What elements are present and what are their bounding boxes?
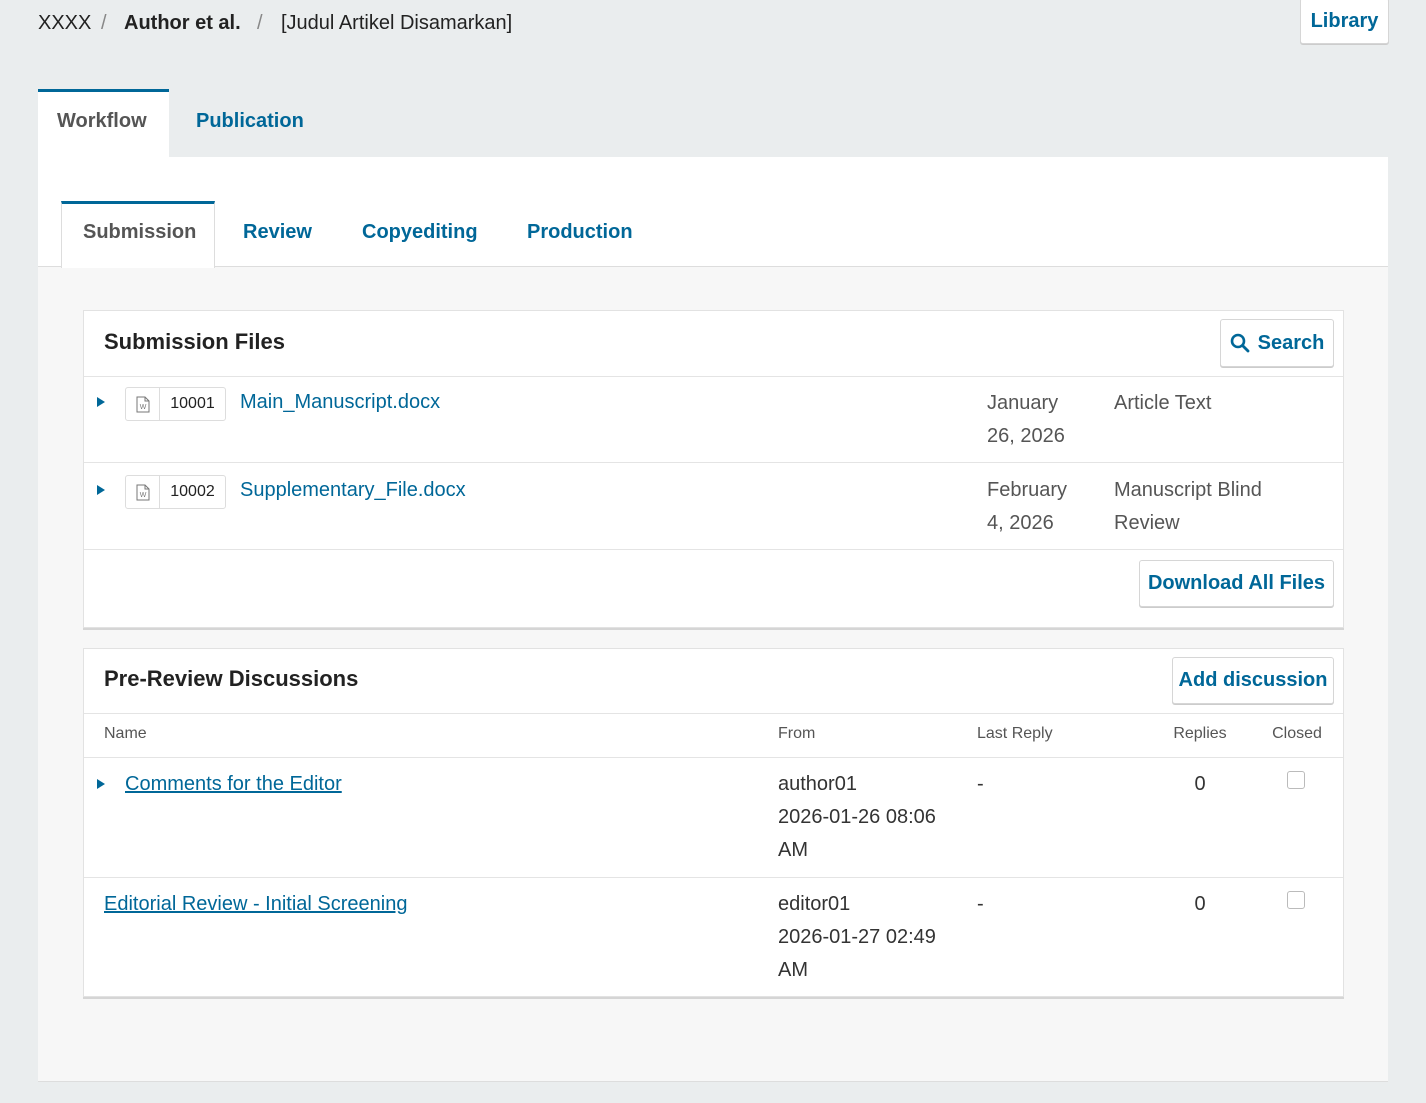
replies: 0 xyxy=(1194,893,1206,915)
active-subtab-bg xyxy=(61,201,215,268)
column-header: Replies xyxy=(1173,725,1227,742)
discussion-link[interactable]: Comments for the Editor xyxy=(125,773,342,795)
divider xyxy=(84,757,1343,758)
breadcrumb-link[interactable]: XXXX xyxy=(38,12,92,34)
file-type: Manuscript Blind Review xyxy=(1114,479,1262,534)
download-all-button[interactable]: Download All Files xyxy=(1139,560,1334,607)
column-header: Last Reply xyxy=(977,725,1053,742)
file-id-box: W 10001 xyxy=(125,387,226,421)
discussion-link[interactable]: Editorial Review - Initial Screening xyxy=(104,893,408,915)
last-reply: - xyxy=(977,893,984,915)
file-id: 10001 xyxy=(170,395,215,412)
discussion-from: author01 xyxy=(778,773,857,795)
expand-toggle[interactable] xyxy=(97,485,105,495)
column-header: Closed xyxy=(1272,725,1322,742)
card-title: Pre-Review Discussions xyxy=(104,666,359,691)
discussion-date: 2026-01-27 02:49 AM xyxy=(778,926,936,981)
divider xyxy=(84,462,1343,463)
search-button[interactable]: Search xyxy=(1220,319,1334,367)
subtab[interactable]: Submission xyxy=(83,221,197,243)
last-reply: - xyxy=(977,773,984,795)
file-icon: W xyxy=(126,476,160,508)
breadcrumb-link[interactable]: Author et al. xyxy=(124,12,241,34)
search-label: Search xyxy=(1257,331,1325,354)
subtab[interactable]: Production xyxy=(527,221,633,243)
replies: 0 xyxy=(1194,773,1206,795)
svg-text:W: W xyxy=(139,404,146,411)
expand-toggle[interactable] xyxy=(97,397,105,407)
file-id-box: W 10002 xyxy=(125,475,226,509)
expand-toggle[interactable] xyxy=(97,779,105,789)
file-icon: W xyxy=(126,388,160,420)
doc-icon: W xyxy=(136,396,149,412)
subtab[interactable]: Copyediting xyxy=(362,221,478,243)
divider xyxy=(84,713,1343,714)
search-icon xyxy=(1230,333,1250,353)
breadcrumb-current: [Judul Artikel Disamarkan] xyxy=(281,12,513,34)
divider xyxy=(84,877,1343,878)
tab[interactable]: Workflow xyxy=(57,110,147,132)
files-card xyxy=(83,310,1344,628)
column-header: From xyxy=(778,725,816,742)
add-discussion-button[interactable]: Add discussion xyxy=(1172,657,1334,704)
closed-checkbox[interactable] xyxy=(1287,891,1305,909)
column-header: Name xyxy=(104,725,147,742)
file-type: Article Text xyxy=(1114,392,1212,414)
discussion-date: 2026-01-26 08:06 AM xyxy=(778,806,936,861)
doc-icon: W xyxy=(136,484,149,500)
subtab[interactable]: Review xyxy=(243,221,312,243)
active-tab-bg xyxy=(38,89,169,158)
library-button[interactable]: Library xyxy=(1300,0,1389,44)
discussions-card xyxy=(83,648,1344,997)
closed-checkbox[interactable] xyxy=(1287,771,1305,789)
divider xyxy=(84,376,1343,377)
file-id: 10002 xyxy=(170,483,215,500)
file-link[interactable]: Supplementary_File.docx xyxy=(240,479,466,501)
file-link[interactable]: Main_Manuscript.docx xyxy=(240,391,441,413)
breadcrumb-separator: / xyxy=(101,12,107,34)
tab[interactable]: Publication xyxy=(196,110,304,132)
card-title: Submission Files xyxy=(104,329,285,354)
file-date: February 4, 2026 xyxy=(987,479,1068,534)
svg-text:W: W xyxy=(139,492,146,499)
discussion-from: editor01 xyxy=(778,893,851,915)
breadcrumb-separator: / xyxy=(257,12,263,34)
divider xyxy=(84,549,1343,550)
file-date: January 26, 2026 xyxy=(987,392,1065,447)
